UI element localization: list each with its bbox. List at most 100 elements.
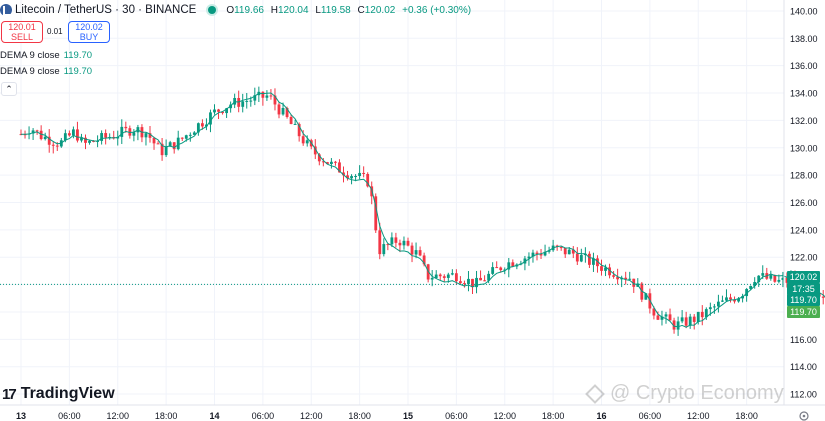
- candle-body: [729, 297, 732, 300]
- buy-button[interactable]: 120.02 BUY: [68, 21, 110, 43]
- sell-button[interactable]: 120.01 SELL: [1, 21, 43, 43]
- candle-body: [120, 126, 124, 137]
- candle-body: [47, 136, 51, 145]
- candle-body: [692, 316, 696, 322]
- buy-price: 120.02: [75, 22, 103, 32]
- price-axis: 140.00 138.00 136.00 134.00 132.00 130.00 128.…: [790, 6, 818, 399]
- candle-body: [354, 176, 358, 178]
- candle-body: [491, 267, 495, 274]
- tradingview-logo-icon: 17: [2, 385, 17, 403]
- candle-body: [511, 262, 515, 267]
- high-label: H: [270, 4, 278, 16]
- candle-body: [777, 279, 781, 282]
- candle-body: [467, 278, 470, 285]
- candle-body: [281, 108, 285, 115]
- candle-body: [696, 311, 700, 322]
- y-tick-label: 138.00: [790, 34, 818, 44]
- tradingview-logo[interactable]: 17 TradingView: [2, 385, 115, 403]
- candle-body: [329, 161, 333, 164]
- candle-body: [414, 250, 418, 255]
- candle-body: [708, 307, 712, 310]
- candle-body: [499, 267, 503, 271]
- ohlc-values: O119.66 H120.04 L119.58 C120.02 +0.36 (+…: [226, 5, 475, 16]
- indicator-legend-1[interactable]: DEMA 9 close 119.70: [0, 50, 92, 61]
- candle-body: [180, 137, 184, 139]
- candlestick-series: [19, 86, 825, 336]
- candle-body: [753, 282, 757, 286]
- candle-body: [821, 296, 825, 298]
- candle-body: [773, 275, 777, 282]
- candle-body: [209, 112, 212, 125]
- sell-price: 120.01: [8, 22, 36, 32]
- candle-body: [156, 143, 160, 145]
- candle-body: [265, 95, 269, 98]
- x-tick-label: 12:00: [493, 411, 516, 421]
- candle-body: [325, 162, 329, 164]
- candle-body: [483, 280, 487, 282]
- candle-body: [700, 311, 704, 318]
- candle-body: [471, 278, 474, 288]
- candle-body: [378, 230, 382, 255]
- candle-body: [559, 247, 563, 249]
- indicator-legend-2[interactable]: DEMA 9 close 119.70: [0, 66, 92, 77]
- candle-body: [100, 133, 104, 141]
- brand-name: TradingView: [20, 385, 115, 402]
- x-tick-label: 18:00: [542, 411, 565, 421]
- candle-body: [398, 242, 402, 246]
- sell-label: SELL: [10, 31, 34, 42]
- candle-body: [757, 275, 761, 283]
- spread-value: 0.01: [47, 27, 63, 36]
- candle-body: [660, 316, 664, 320]
- candle-body: [539, 254, 543, 256]
- candle-body: [575, 253, 579, 262]
- candle-body: [104, 133, 108, 138]
- indicator-value: 119.70: [63, 50, 93, 61]
- candle-body: [503, 269, 507, 271]
- low-label: L: [315, 4, 321, 16]
- candle-body: [374, 196, 378, 231]
- candle-body: [475, 277, 478, 288]
- candle-body: [596, 258, 599, 267]
- candle-body: [458, 281, 462, 284]
- x-tick-label: 18:00: [348, 411, 371, 421]
- candle-body: [446, 274, 450, 278]
- settings-icon[interactable]: [799, 411, 809, 421]
- candle-body: [721, 300, 724, 302]
- candle-body: [342, 172, 345, 176]
- x-tick-label: 16: [596, 411, 606, 421]
- candle-body: [668, 314, 672, 321]
- candle-body: [406, 240, 410, 246]
- candle-body: [592, 258, 595, 265]
- high-value: 120.04: [277, 4, 309, 16]
- candle-body: [716, 301, 720, 307]
- watermark: @ Crypto Economy: [585, 382, 784, 405]
- y-tick-label: 140.00: [790, 6, 818, 16]
- candle-body: [144, 133, 148, 138]
- candle-body: [297, 123, 301, 137]
- candle-body: [644, 293, 648, 300]
- candle-body: [164, 146, 168, 156]
- symbol-title[interactable]: Litecoin / TetherUS · 30 · BINANCE: [15, 4, 197, 16]
- candle-body: [213, 109, 216, 113]
- candle-body: [676, 321, 680, 330]
- market-open-icon: [208, 6, 217, 14]
- candle-body: [672, 320, 676, 330]
- candle-body: [479, 277, 482, 281]
- candle-body: [390, 237, 394, 245]
- candle-body: [71, 129, 75, 136]
- candle-body: [241, 101, 245, 107]
- candle-body: [31, 130, 35, 134]
- x-tick-label: 06:00: [639, 411, 662, 421]
- x-tick-label: 18:00: [155, 411, 178, 421]
- candle-body: [563, 247, 567, 255]
- candle-body: [737, 298, 740, 302]
- y-tick-label: 126.00: [790, 198, 818, 208]
- collapse-legend-button[interactable]: ⌃: [1, 82, 17, 96]
- candle-body: [531, 252, 535, 257]
- candle-body: [543, 251, 547, 256]
- candle-body: [285, 108, 289, 117]
- candle-body: [124, 126, 128, 129]
- candle-body: [338, 162, 341, 173]
